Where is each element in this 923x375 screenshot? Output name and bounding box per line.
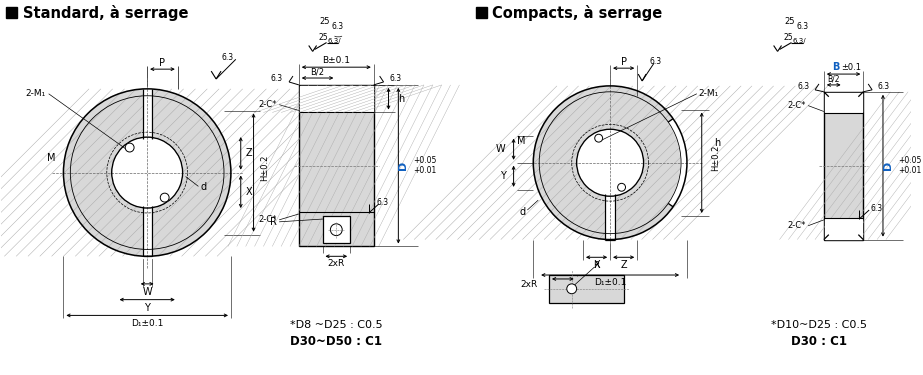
Bar: [143, 206, 151, 258]
Text: B±0.1: B±0.1: [322, 56, 351, 65]
Bar: [605, 194, 615, 242]
Polygon shape: [533, 86, 687, 240]
Text: M: M: [517, 136, 525, 146]
Text: 25: 25: [318, 33, 329, 42]
Text: W: W: [496, 144, 506, 154]
Text: *D10~D25 : C0.5: *D10~D25 : C0.5: [771, 320, 867, 330]
Text: R: R: [593, 261, 599, 270]
Polygon shape: [64, 89, 231, 256]
Text: P: P: [620, 57, 627, 67]
Text: Y: Y: [500, 171, 506, 181]
Text: +0.01: +0.01: [414, 166, 437, 175]
Polygon shape: [112, 137, 183, 208]
Text: d: d: [520, 207, 525, 217]
Text: 2-C*: 2-C*: [258, 100, 277, 109]
Bar: [549, 275, 624, 303]
Text: Z: Z: [246, 148, 252, 158]
Text: ±0.1: ±0.1: [842, 63, 861, 72]
Text: B/2: B/2: [828, 75, 840, 84]
Text: 6.3: 6.3: [798, 82, 810, 92]
Text: B: B: [833, 62, 840, 72]
Bar: [322, 216, 350, 243]
Text: M: M: [47, 153, 55, 163]
Text: Z: Z: [620, 260, 627, 270]
Text: 25: 25: [785, 17, 795, 26]
Text: +0.05: +0.05: [414, 156, 437, 165]
Text: 2-C*: 2-C*: [258, 215, 277, 224]
Circle shape: [594, 134, 603, 142]
Text: 2xR: 2xR: [328, 259, 345, 268]
Text: d: d: [200, 182, 207, 192]
Text: +0.05: +0.05: [898, 156, 921, 165]
Text: 6.3: 6.3: [331, 22, 343, 31]
Text: 2-C*: 2-C*: [787, 221, 806, 230]
Text: 2-M₁: 2-M₁: [699, 89, 719, 98]
Text: P: P: [160, 58, 165, 68]
Text: B/2: B/2: [310, 68, 325, 76]
Polygon shape: [577, 129, 643, 196]
Bar: [299, 85, 374, 246]
Text: D30~D50 : C1: D30~D50 : C1: [291, 334, 382, 348]
Text: W: W: [142, 287, 152, 297]
Text: 6.3: 6.3: [870, 204, 882, 213]
Text: H±0.2: H±0.2: [260, 154, 270, 181]
Text: *D8 ~D25 : C0.5: *D8 ~D25 : C0.5: [290, 320, 383, 330]
Text: Compacts, à serrage: Compacts, à serrage: [492, 4, 662, 21]
Text: R: R: [270, 217, 277, 227]
Text: Y: Y: [144, 303, 150, 312]
Text: h: h: [399, 94, 404, 104]
Bar: [143, 87, 151, 139]
Text: 2xR: 2xR: [520, 280, 537, 290]
Text: D30 : C1: D30 : C1: [791, 334, 847, 348]
Text: D₁±0.1: D₁±0.1: [593, 278, 627, 287]
Text: D₁±0.1: D₁±0.1: [131, 319, 163, 328]
Circle shape: [617, 183, 626, 191]
Bar: [6, 7, 18, 18]
Bar: [476, 7, 487, 18]
Text: H±0.2: H±0.2: [712, 145, 721, 171]
Text: Standard, à serrage: Standard, à serrage: [23, 4, 188, 21]
Bar: [300, 86, 373, 111]
Text: X: X: [246, 187, 252, 197]
Circle shape: [330, 224, 342, 236]
Bar: [825, 93, 862, 112]
Text: 6.3/: 6.3/: [793, 38, 806, 44]
Bar: [824, 92, 863, 240]
Text: 2-C*: 2-C*: [787, 101, 806, 110]
Text: D: D: [883, 161, 893, 170]
Text: 6.3/: 6.3/: [328, 38, 342, 44]
Text: 6.3: 6.3: [797, 22, 809, 31]
Text: X: X: [593, 260, 600, 270]
Text: 2-M₁: 2-M₁: [26, 89, 46, 98]
Text: +0.01: +0.01: [898, 166, 921, 175]
Text: 6.3: 6.3: [222, 53, 234, 62]
Text: h: h: [714, 138, 721, 148]
Bar: [825, 219, 862, 239]
Circle shape: [161, 193, 169, 202]
Text: 25: 25: [784, 33, 794, 42]
Text: 6.3: 6.3: [650, 57, 662, 66]
Polygon shape: [668, 118, 687, 207]
Text: 6.3: 6.3: [877, 82, 889, 92]
Circle shape: [567, 284, 577, 294]
Text: 25: 25: [319, 17, 330, 26]
Circle shape: [126, 143, 134, 152]
Polygon shape: [577, 129, 643, 196]
Text: D: D: [398, 161, 408, 170]
Polygon shape: [112, 137, 183, 208]
Text: 6.3: 6.3: [271, 75, 283, 84]
Text: 6.3: 6.3: [377, 198, 389, 207]
Text: 6.3: 6.3: [390, 75, 402, 84]
